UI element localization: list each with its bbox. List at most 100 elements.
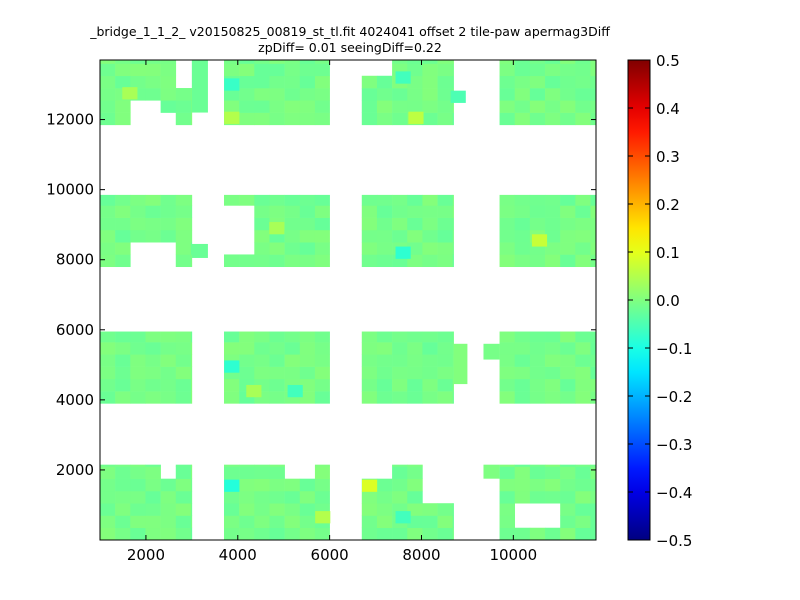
heatmap-cell: [315, 342, 330, 355]
heatmap-cell: [269, 100, 284, 113]
heatmap-cell: [377, 76, 392, 89]
heatmap-cell: [545, 354, 560, 367]
heatmap-cell: [392, 528, 407, 541]
heatmap-cell: [377, 528, 392, 541]
heatmap-cell: [392, 195, 407, 206]
heatmap-cell: [130, 391, 145, 404]
heatmap-cell: [560, 379, 575, 392]
heatmap-cell: [269, 479, 284, 492]
heatmap-cell: [392, 88, 407, 101]
heatmap-cell: [100, 391, 115, 404]
heatmap-cell: [392, 60, 407, 64]
heatmap-cell: [161, 528, 176, 541]
heatmap-cell: [575, 528, 590, 541]
heatmap-cell: [145, 465, 160, 467]
heatmap-cell: [285, 491, 300, 504]
heatmap-cell: [530, 205, 545, 218]
heatmap-cell: [438, 76, 453, 89]
heatmap-cell: [545, 528, 560, 541]
heatmap-cell: [422, 218, 437, 231]
heatmap-cell: [269, 205, 284, 218]
heatmap-cell: [515, 391, 530, 404]
heatmap-cell: [269, 60, 284, 64]
heatmap-cell: [500, 254, 515, 267]
heatmap-cell: [115, 64, 130, 77]
heatmap-cell: [176, 342, 191, 355]
heatmap-cell: [575, 230, 590, 243]
heatmap-cell-highlight: [396, 511, 411, 523]
heatmap-cell: [407, 332, 422, 343]
heatmap-cell: [269, 515, 284, 528]
heatmap-cell: [100, 113, 115, 126]
heatmap-cell: [483, 344, 499, 360]
heatmap-cell: [362, 242, 377, 255]
heatmap-cell: [530, 465, 545, 467]
heatmap-cell: [115, 465, 130, 467]
x-tick-label: 6000: [311, 546, 349, 564]
heatmap-cell: [575, 64, 590, 77]
heatmap-cell: [422, 230, 437, 243]
heatmap-cell: [438, 515, 453, 528]
heatmap-cell: [315, 479, 330, 492]
heatmap-cell: [176, 113, 191, 126]
heatmap-cell: [590, 195, 596, 206]
heatmap-cell: [545, 195, 560, 206]
heatmap-cell: [239, 64, 254, 77]
heatmap-cell: [545, 60, 560, 64]
heatmap-cell: [145, 466, 160, 479]
heatmap-cell: [454, 344, 468, 384]
heatmap-cell: [224, 379, 239, 392]
heatmap-cell: [422, 64, 437, 77]
heatmap-cell: [377, 332, 392, 343]
heatmap-cell: [285, 515, 300, 528]
heatmap-cell: [254, 528, 269, 541]
heatmap-cell-highlight: [224, 78, 239, 90]
heatmap-cell: [254, 332, 269, 343]
heatmap-cell: [285, 100, 300, 113]
heatmap-cell: [100, 503, 115, 516]
heatmap-cell: [545, 466, 560, 479]
x-tick-label: 2000: [127, 546, 165, 564]
heatmap-cell: [315, 88, 330, 101]
heatmap-cell: [422, 367, 437, 380]
heatmap-cell: [145, 205, 160, 218]
heatmap-cell: [590, 332, 596, 343]
heatmap-cell: [315, 379, 330, 392]
heatmap-cell: [590, 515, 596, 528]
heatmap-cell: [254, 195, 269, 206]
heatmap-cell: [254, 466, 269, 479]
heatmap-cell: [500, 465, 515, 467]
heatmap-cell: [191, 465, 192, 467]
heatmap-cell: [191, 491, 192, 504]
heatmap-cell: [269, 503, 284, 516]
heatmap-cell: [269, 88, 284, 101]
heatmap-cell: [145, 528, 160, 541]
heatmap-cell: [575, 479, 590, 492]
heatmap-cell: [300, 354, 315, 367]
heatmap-cell: [575, 466, 590, 479]
heatmap-cell: [530, 354, 545, 367]
heatmap-cell: [438, 391, 453, 404]
heatmap-cell: [115, 528, 130, 541]
heatmap-cell: [362, 367, 377, 380]
heatmap-cell: [530, 479, 545, 492]
heatmap-cell: [239, 88, 254, 101]
heatmap-cell: [407, 342, 422, 355]
heatmap-cell: [392, 465, 407, 467]
heatmap-cell: [530, 88, 545, 101]
heatmap-cell: [176, 379, 191, 392]
heatmap-cell: [224, 503, 239, 516]
heatmap-cell: [239, 342, 254, 355]
y-tick-label: 2000: [56, 461, 94, 479]
heatmap-cell: [560, 466, 575, 479]
heatmap-cell: [224, 391, 239, 404]
heatmap-cell: [145, 76, 160, 89]
colorbar-tick-label: −0.4: [656, 484, 692, 502]
y-tick-label: 12000: [46, 111, 94, 129]
heatmap-cell: [161, 342, 176, 355]
heatmap-cell: [500, 100, 515, 113]
heatmap-cell: [515, 491, 530, 504]
heatmap-cell: [176, 100, 191, 113]
heatmap-cell: [407, 391, 422, 404]
